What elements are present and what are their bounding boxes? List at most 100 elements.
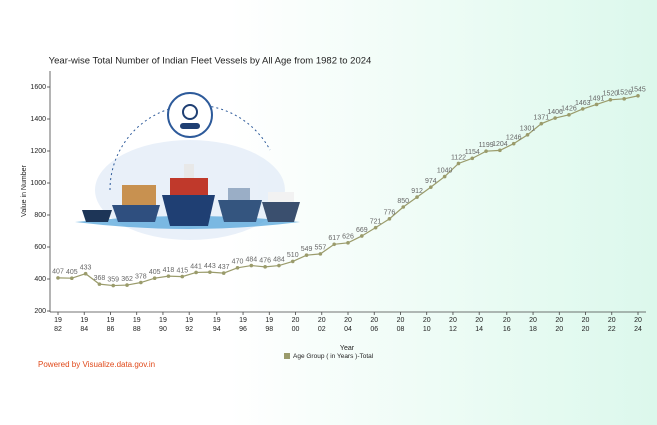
data-point: [580, 107, 585, 111]
data-point: [332, 242, 336, 247]
data-point: [539, 121, 544, 126]
data-point: [304, 253, 309, 257]
data-point: [263, 265, 267, 269]
x-tick-label: 20 24: [634, 317, 642, 333]
data-label: 437: [218, 264, 230, 271]
data-point: [139, 280, 143, 285]
data-label: 1406: [547, 109, 563, 116]
data-label: 407: [52, 269, 64, 276]
data-label: 974: [425, 178, 437, 185]
data-point: [221, 271, 226, 275]
data-point: [70, 276, 74, 281]
data-point: [594, 102, 599, 107]
data-point: [56, 276, 60, 280]
data-label: 418: [163, 267, 175, 274]
data-point: [525, 133, 530, 137]
x-tick-label: 20 22: [608, 317, 616, 333]
data-label: 443: [204, 263, 216, 270]
x-tick-label: 19 98: [265, 317, 273, 333]
data-label: 549: [301, 246, 313, 253]
data-point: [470, 156, 475, 161]
x-tick-label: 20 00: [292, 317, 300, 333]
data-point: [97, 282, 102, 286]
data-label: 415: [176, 267, 188, 274]
data-label: 669: [356, 227, 368, 234]
data-label: 378: [135, 273, 147, 280]
data-point: [429, 185, 433, 189]
data-label: 510: [287, 252, 299, 259]
data-point: [125, 283, 129, 287]
data-label: 476: [259, 258, 271, 265]
x-tick-label: 19 90: [159, 317, 167, 333]
x-tick-label: 20 08: [397, 317, 405, 333]
x-tick-label: 20 10: [423, 317, 431, 333]
x-tick-label: 19 82: [54, 317, 62, 333]
data-label: 557: [315, 245, 327, 252]
illustration: [75, 92, 300, 240]
legend-swatch: [284, 353, 290, 359]
data-label: 1491: [589, 95, 605, 102]
data-point: [373, 225, 378, 230]
data-point: [360, 234, 364, 238]
y-tick-label: 1600: [30, 84, 46, 91]
y-tick-label: 200: [34, 308, 46, 315]
data-point: [180, 274, 185, 279]
data-point: [290, 259, 295, 264]
data-point: [553, 116, 557, 120]
data-point: [622, 97, 626, 101]
y-tick-label: 1000: [30, 180, 46, 187]
x-tick-label: 19 84: [80, 317, 88, 333]
data-point: [152, 276, 157, 281]
data-point: [208, 270, 212, 274]
data-point: [456, 161, 461, 166]
data-label: 776: [384, 210, 396, 217]
y-tick-label: 400: [34, 276, 46, 283]
data-point: [277, 263, 281, 268]
data-label: 1426: [561, 106, 577, 113]
data-point: [235, 266, 240, 270]
data-point: [111, 283, 116, 288]
data-label: 470: [232, 259, 244, 266]
data-label: 626: [342, 234, 354, 241]
data-label: 721: [370, 218, 382, 225]
data-label: 433: [80, 265, 92, 272]
data-label: 362: [121, 276, 133, 283]
y-tick-label: 800: [34, 212, 46, 219]
x-tick-label: 20 18: [529, 317, 537, 333]
data-label: 912: [411, 188, 423, 195]
data-point: [401, 205, 406, 209]
data-point: [608, 98, 613, 102]
legend-label[interactable]: Age Group ( in Years )-Total: [293, 353, 374, 360]
data-point: [83, 271, 88, 276]
x-tick-label: 19 86: [107, 317, 115, 333]
data-point: [166, 274, 171, 278]
data-label: 405: [149, 269, 161, 276]
x-tick-label: 20 16: [503, 317, 511, 333]
data-point: [346, 241, 350, 245]
data-label: 484: [245, 256, 257, 263]
y-tick-label: 1200: [30, 148, 46, 155]
x-tick-label: 20 06: [370, 317, 378, 333]
x-axis-label: Year: [340, 345, 355, 352]
data-label: 1246: [506, 134, 522, 141]
x-tick-label: 20 02: [318, 317, 326, 333]
data-label: 1204: [492, 141, 508, 148]
data-point: [194, 270, 198, 275]
data-label: 1526: [616, 90, 632, 97]
data-label: 1040: [437, 167, 453, 174]
x-tick-label: 20 20: [582, 317, 590, 333]
data-label: 1520: [603, 91, 619, 98]
data-label: 405: [66, 269, 78, 276]
data-point: [511, 141, 516, 146]
x-tick-label: 20 12: [449, 317, 457, 333]
data-label: 484: [273, 256, 285, 263]
data-label: 850: [397, 198, 409, 205]
data-label: 1122: [451, 154, 466, 161]
footer: Powered by Visualize.data.gov.in: [38, 360, 155, 369]
x-tick-label: 20 04: [344, 317, 352, 333]
data-label: 1371: [534, 114, 550, 121]
x-tick-label: 20 14: [475, 317, 483, 333]
x-tick-label: 20 20: [555, 317, 563, 333]
data-point: [567, 113, 571, 117]
